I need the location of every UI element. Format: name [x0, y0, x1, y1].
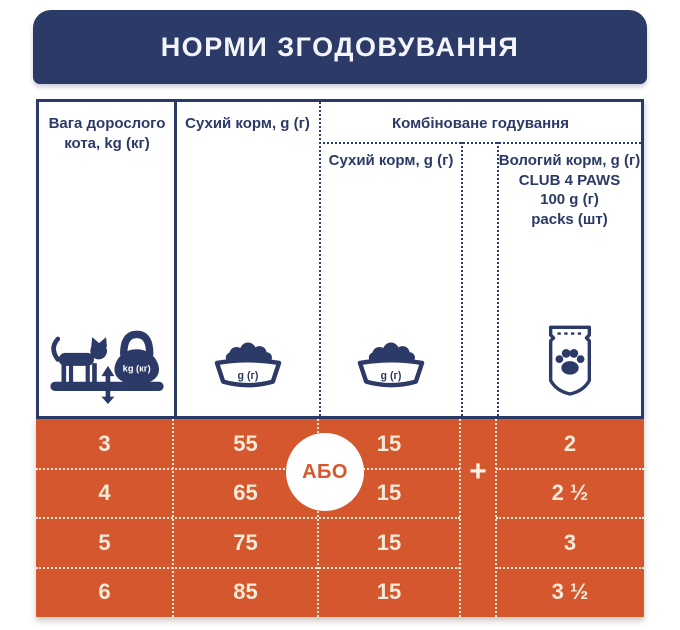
row4-combdry-value: 15 [376, 579, 402, 605]
combined-dry-subheader: Сухий корм, g (г) [320, 151, 462, 171]
row3-weight-value: 5 [98, 529, 111, 555]
body-column-divider [459, 419, 461, 617]
subcolumn-divider-right [497, 142, 499, 416]
combined-dry-bowl-icon: g (г) [320, 339, 462, 394]
row1-wet-value: 2 [563, 430, 577, 456]
bowl-grams-label: g (г) [381, 370, 402, 382]
feeding-table-header: Вага дорослого кота, kg (кг) Сухий корм,… [36, 99, 644, 419]
weight-column-header: Вага дорослого кота, kg (кг) [39, 114, 175, 153]
wet-food-pouch-icon [498, 322, 641, 406]
kettlebell-label: kg (кг) [123, 364, 151, 374]
row2-combdry-value: 15 [376, 480, 402, 506]
feeding-norms-banner: НОРМИ ЗГОДОВУВАННЯ [33, 10, 647, 84]
feeding-table-body: + 3 55 15 2 4 65 15 2 ½ 5 75 15 3 6 85 1… [36, 419, 644, 617]
bowl-grams-label: g (г) [237, 370, 258, 382]
wet-header-line4: packs (шт) [531, 210, 608, 228]
or-badge-label: АБО [302, 460, 348, 483]
body-row-divider [36, 566, 460, 569]
bowl-body [357, 358, 425, 388]
weight-header-line1: Вага дорослого [48, 115, 166, 132]
or-badge: АБО [286, 433, 364, 511]
bowl-body [214, 358, 281, 388]
subcolumn-divider-left [461, 142, 463, 416]
plus-connector: + [469, 455, 487, 488]
dry-food-column-header: Сухий корм, g (г) [175, 114, 320, 134]
cat-weight-scale-svg: kg (кг) [50, 330, 164, 404]
combined-dry-bowl-svg: g (г) [357, 342, 425, 388]
wet-header-line1: Вологий корм, g (г) [498, 152, 641, 169]
page-title: НОРМИ ЗГОДОВУВАННЯ [160, 31, 520, 62]
row4-weight-value: 6 [98, 579, 111, 605]
combined-header-label: Комбіноване годування [392, 115, 569, 132]
cat-icon [51, 336, 107, 383]
row3-dry-value: 75 [233, 529, 258, 555]
row1-dry-value: 55 [233, 430, 258, 456]
row4-dry-value: 85 [233, 579, 258, 605]
feeding-values-grid: + 3 55 15 2 4 65 15 2 ½ 5 75 15 3 6 85 1… [36, 419, 644, 617]
row3-combdry-value: 15 [376, 529, 402, 555]
dry-food-bowl-svg: g (г) [214, 342, 281, 388]
combined-header-divider [319, 142, 641, 144]
row2-weight-value: 4 [98, 480, 111, 506]
row1-weight-value: 3 [98, 430, 111, 456]
row2-dry-value: 65 [233, 480, 258, 506]
weight-header-line2: кота, kg (кг) [64, 134, 150, 152]
dry-header-label: Сухий корм, g (г) [185, 115, 310, 132]
combined-wet-subheader: Вологий корм, g (г) CLUB 4 PAWS 100 g (г… [498, 151, 641, 229]
row4-wet-value: 3 ½ [551, 579, 589, 605]
column-divider-solid [174, 102, 177, 416]
cat-weight-scale-icon: kg (кг) [39, 326, 175, 404]
pouch-body [548, 325, 591, 396]
body-row-divider [36, 467, 460, 470]
measure-arrow-icon [101, 365, 115, 404]
wet-header-line3: 100 g (г) [540, 191, 599, 208]
column-divider-dotted [319, 102, 321, 416]
wet-food-pouch-svg [548, 325, 591, 396]
combined-feeding-header: Комбіноване годування [320, 114, 641, 134]
dry-food-bowl-icon: g (г) [175, 339, 320, 394]
row3-wet-value: 3 [563, 529, 577, 555]
body-row-divider [496, 517, 644, 519]
kettlebell-icon [114, 330, 159, 385]
row2-wet-value: 2 ½ [551, 480, 589, 506]
body-row-divider [496, 566, 644, 569]
row1-combdry-value: 15 [376, 430, 402, 456]
combined-dry-label: Сухий корм, g (г) [328, 152, 454, 169]
body-row-divider [496, 467, 644, 470]
body-row-divider [36, 517, 460, 519]
paw-icon [555, 349, 584, 375]
wet-header-line2: CLUB 4 PAWS [518, 171, 621, 189]
